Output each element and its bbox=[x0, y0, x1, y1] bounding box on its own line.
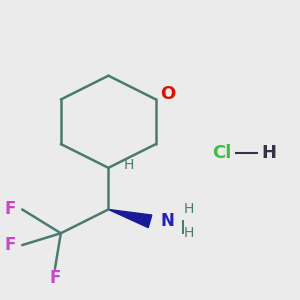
Text: F: F bbox=[49, 269, 61, 287]
Text: H: H bbox=[261, 144, 276, 162]
Text: F: F bbox=[4, 200, 16, 218]
Text: N: N bbox=[161, 212, 175, 230]
Text: H: H bbox=[184, 226, 194, 240]
Text: H: H bbox=[124, 158, 134, 172]
Text: O: O bbox=[160, 85, 176, 103]
Polygon shape bbox=[108, 209, 152, 228]
Text: H: H bbox=[184, 202, 194, 216]
Text: F: F bbox=[4, 236, 16, 254]
Text: Cl: Cl bbox=[212, 144, 231, 162]
